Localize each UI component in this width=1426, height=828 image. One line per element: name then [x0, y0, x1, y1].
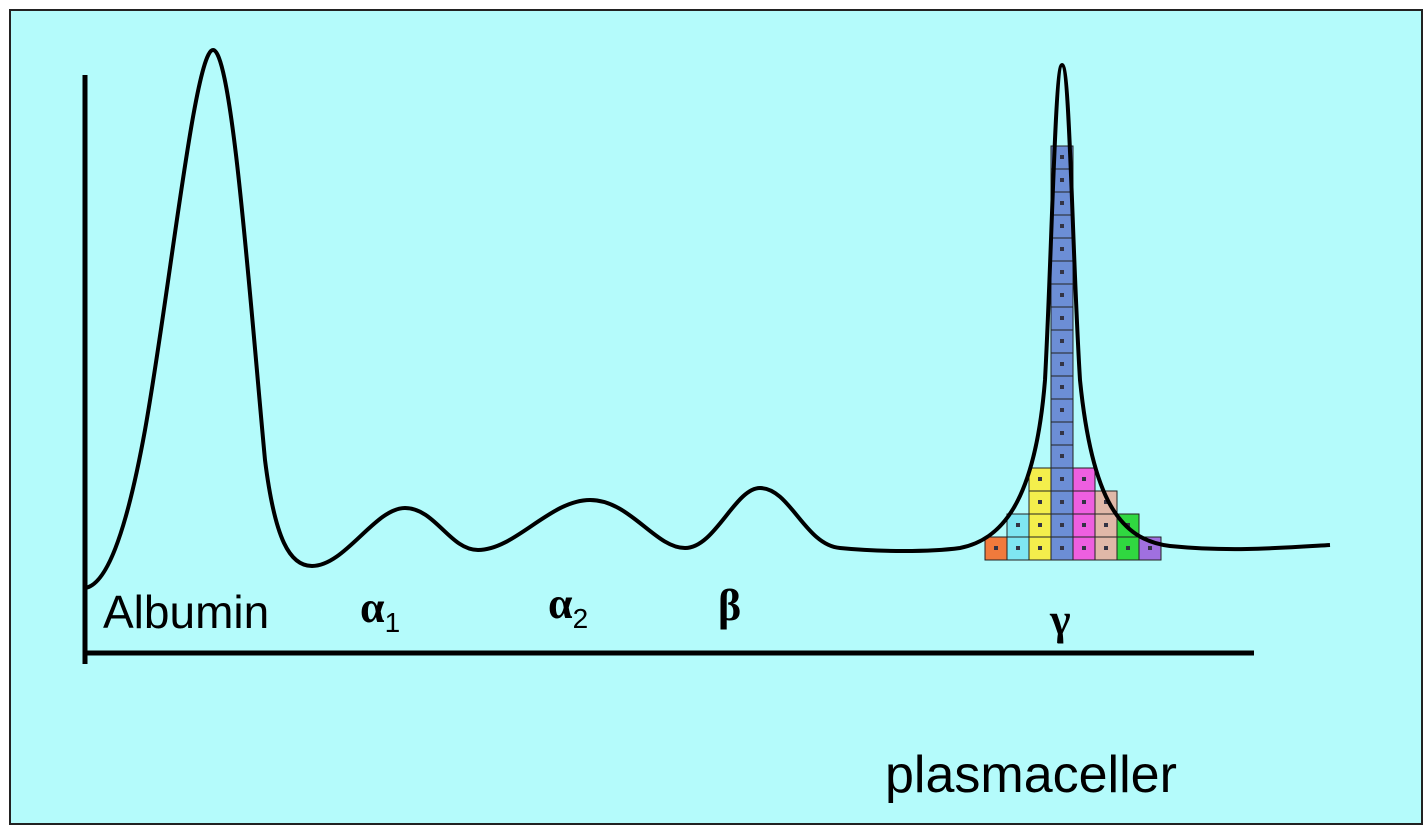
cell-nucleus: [1060, 408, 1064, 412]
diagram: Albumin α1 α2 β γ plasmaceller: [0, 0, 1426, 828]
cell-nucleus: [1060, 546, 1064, 550]
gamma-label: γ: [1049, 595, 1071, 644]
cell-nucleus: [1126, 546, 1130, 550]
cell-nucleus: [1038, 546, 1042, 550]
cell-nucleus: [1082, 523, 1086, 527]
cell-nucleus: [1060, 201, 1064, 205]
alpha2-symbol: α: [548, 579, 573, 628]
albumin-label: Albumin: [103, 586, 269, 638]
cell-nucleus: [1060, 523, 1064, 527]
alpha2-subscript: 2: [573, 603, 589, 634]
cell-nucleus: [1038, 477, 1042, 481]
cell-nucleus: [1148, 546, 1152, 550]
cell-nucleus: [1060, 477, 1064, 481]
cell-nucleus: [1104, 523, 1108, 527]
cell-nucleus: [1038, 500, 1042, 504]
caption: plasmaceller: [885, 746, 1177, 804]
cell-nucleus: [1060, 224, 1064, 228]
background: [10, 10, 1422, 824]
cell-nucleus: [1060, 454, 1064, 458]
cell-nucleus: [1060, 178, 1064, 182]
cell-nucleus: [1038, 523, 1042, 527]
cell-nucleus: [1060, 385, 1064, 389]
cell-nucleus: [1104, 546, 1108, 550]
cell-nucleus: [1060, 270, 1064, 274]
cell-nucleus: [1060, 339, 1064, 343]
cell-nucleus: [1060, 316, 1064, 320]
cell-nucleus: [1060, 293, 1064, 297]
beta-label: β: [718, 581, 741, 630]
alpha1-subscript: 1: [385, 607, 401, 638]
cell-nucleus: [1060, 247, 1064, 251]
cell-nucleus: [994, 546, 998, 550]
alpha1-symbol: α: [360, 583, 385, 632]
cell-nucleus: [1060, 362, 1064, 366]
page: Albumin α1 α2 β γ plasmaceller (() => { …: [0, 0, 1426, 828]
cell-nucleus: [1060, 500, 1064, 504]
cell-nucleus: [1016, 523, 1020, 527]
cell-nucleus: [1082, 477, 1086, 481]
cell-nucleus: [1016, 546, 1020, 550]
cell-nucleus: [1082, 546, 1086, 550]
cell-nucleus: [1060, 155, 1064, 159]
cell-nucleus: [1082, 500, 1086, 504]
cell-nucleus: [1060, 431, 1064, 435]
